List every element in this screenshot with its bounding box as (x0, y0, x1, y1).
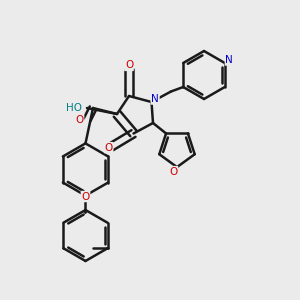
Text: O: O (169, 167, 178, 177)
Text: O: O (125, 60, 133, 70)
Text: O: O (104, 142, 113, 153)
Text: N: N (225, 55, 233, 65)
Text: O: O (75, 115, 84, 125)
Text: O: O (81, 191, 90, 202)
Text: N: N (151, 94, 159, 104)
Text: HO: HO (66, 103, 82, 113)
